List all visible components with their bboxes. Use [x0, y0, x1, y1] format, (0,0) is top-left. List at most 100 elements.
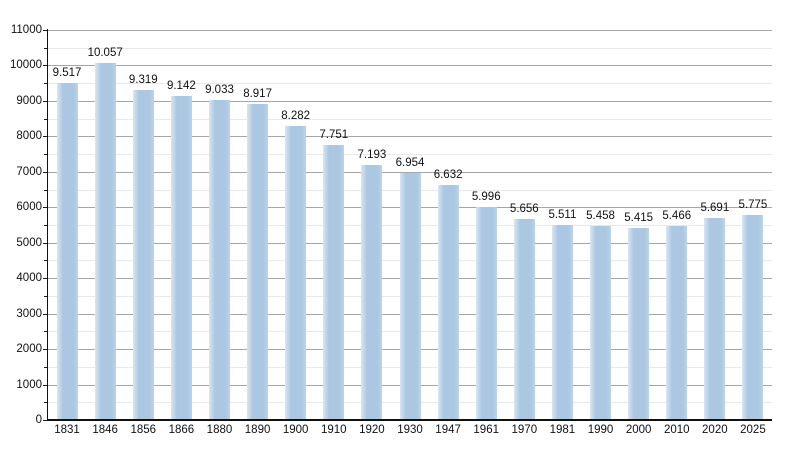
bar — [132, 89, 154, 420]
bar-value-label: 9.033 — [205, 83, 234, 96]
y-tick-label: 3000 — [16, 307, 42, 320]
bar-value-label: 5.458 — [586, 210, 615, 223]
y-axis-tick — [44, 154, 48, 156]
y-axis-tick — [43, 65, 48, 67]
y-axis-tick — [44, 260, 48, 262]
y-axis-tick — [43, 278, 48, 280]
bar-value-label: 7.751 — [319, 129, 349, 142]
gridline-major — [48, 171, 772, 173]
y-axis-tick — [43, 207, 48, 209]
y-tick-label: 6000 — [16, 201, 42, 214]
bar-value-label: 9.517 — [52, 66, 82, 79]
bar — [247, 103, 269, 420]
y-tick-label: 0 — [35, 414, 42, 426]
x-tick-label: 1947 — [435, 424, 461, 436]
bar — [742, 215, 764, 420]
bar-value-label: 5.691 — [700, 202, 730, 215]
y-tick-label: 4000 — [16, 272, 42, 285]
y-tick-label: 9000 — [16, 94, 42, 107]
x-tick-label: 1866 — [168, 424, 195, 436]
gridline-minor — [48, 154, 772, 156]
x-tick-label: 1900 — [282, 424, 309, 436]
x-tick-label: 1910 — [320, 424, 347, 436]
x-tick-label: 1856 — [130, 424, 157, 436]
x-tick-label: 1831 — [54, 424, 80, 436]
bar — [94, 63, 116, 420]
gridline-minor — [48, 118, 772, 120]
x-tick-label: 2010 — [663, 424, 690, 436]
y-axis-tick — [44, 225, 48, 226]
bar — [551, 224, 573, 420]
bar — [513, 219, 535, 420]
x-tick-label: 1846 — [92, 424, 118, 436]
gridline-major — [48, 30, 772, 31]
y-tick-label: 2000 — [16, 343, 42, 356]
y-axis-tick — [43, 349, 48, 351]
bar — [437, 184, 459, 420]
x-tick-label: 2000 — [625, 424, 652, 436]
x-tick-label: 2020 — [702, 424, 728, 436]
y-axis-tick — [44, 118, 48, 120]
x-axis-line — [47, 419, 772, 421]
bar-value-label: 8.917 — [243, 87, 272, 100]
gridline-major — [48, 65, 772, 67]
y-axis-tick — [43, 420, 48, 421]
bar — [399, 173, 421, 420]
bar-value-label: 5.466 — [662, 210, 692, 223]
bar — [285, 126, 307, 420]
bar-value-label: 7.193 — [357, 148, 387, 161]
y-axis-tick — [43, 100, 48, 102]
y-axis-tick — [43, 313, 48, 315]
y-axis-tick — [44, 295, 48, 297]
bar-value-label: 6.954 — [395, 157, 425, 170]
x-tick-label: 1961 — [473, 424, 499, 436]
bar-value-label: 5.511 — [548, 208, 577, 221]
bar — [475, 207, 497, 420]
y-tick-label: 10000 — [10, 59, 42, 72]
bar-value-label: 9.319 — [128, 73, 158, 86]
bar-value-label: 5.996 — [471, 191, 501, 204]
y-axis-tick — [44, 331, 48, 333]
x-tick-label: 2025 — [740, 424, 766, 436]
bar-value-label: 6.632 — [433, 168, 463, 181]
y-axis-tick — [44, 366, 48, 368]
y-axis-line — [47, 29, 48, 420]
bar — [323, 145, 345, 420]
y-axis-tick — [43, 242, 48, 244]
x-tick-label: 1990 — [587, 424, 614, 436]
y-tick-label: 7000 — [16, 165, 42, 178]
y-axis-tick — [44, 47, 48, 49]
x-tick-label: 1920 — [359, 424, 385, 436]
bar — [361, 164, 383, 420]
y-tick-label: 8000 — [16, 130, 42, 143]
x-tick-label: 1930 — [397, 424, 423, 436]
y-axis-tick — [43, 384, 48, 386]
bar — [208, 99, 230, 420]
bar-value-label: 10.057 — [87, 47, 123, 60]
bar-value-label: 5.656 — [509, 203, 539, 216]
gridline-major — [48, 136, 772, 138]
gridline-minor — [48, 83, 772, 85]
x-tick-label: 1880 — [206, 424, 233, 436]
y-tick-label: 1000 — [16, 378, 42, 391]
y-axis-tick — [44, 83, 48, 85]
bar — [704, 218, 726, 420]
bar-value-label: 8.282 — [281, 110, 311, 123]
y-tick-label: 5000 — [16, 236, 42, 249]
bar — [666, 226, 688, 420]
y-tick-label: 11000 — [10, 24, 42, 36]
gridline-major — [48, 100, 772, 102]
y-axis-tick — [44, 189, 48, 191]
y-axis-tick — [43, 136, 48, 138]
bar — [590, 226, 612, 420]
x-tick-label: 1890 — [244, 424, 271, 436]
y-axis-tick — [44, 402, 48, 404]
bar — [56, 82, 78, 420]
x-tick-label: 1981 — [549, 424, 576, 436]
x-tick-label: 1970 — [511, 424, 538, 436]
bar — [170, 95, 192, 420]
bar-value-label: 5.415 — [624, 212, 654, 224]
bar-value-label: 9.142 — [166, 79, 196, 92]
y-axis-tick — [43, 171, 48, 173]
